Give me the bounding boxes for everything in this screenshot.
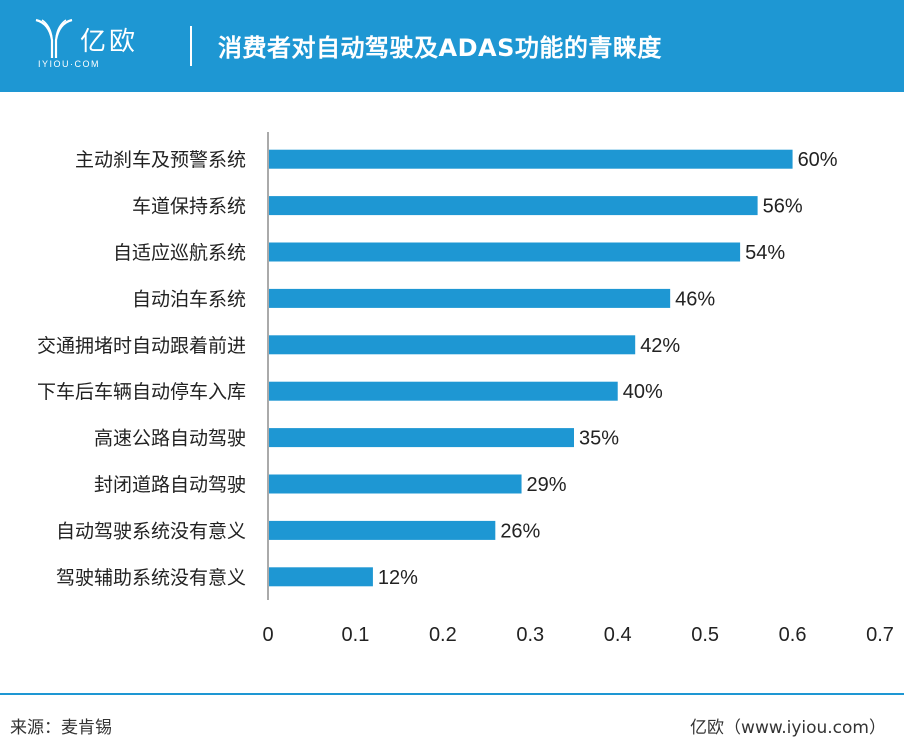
x-tick-label: 0.6 bbox=[779, 624, 807, 646]
x-tick-label: 0.3 bbox=[516, 624, 544, 646]
chart-title: 消费者对自动驾驶及ADAS功能的青睐度 bbox=[218, 34, 662, 62]
logo-text: 亿欧 bbox=[80, 27, 139, 57]
bar bbox=[269, 196, 758, 216]
data-label: 42% bbox=[640, 335, 680, 357]
bar bbox=[269, 242, 741, 262]
x-tick-label: 0.4 bbox=[604, 624, 632, 646]
category-label: 自适应巡航系统 bbox=[113, 242, 246, 264]
bar bbox=[269, 474, 522, 494]
source-text: 来源：麦肯锡 bbox=[10, 718, 112, 738]
data-label: 46% bbox=[675, 288, 715, 310]
bar bbox=[269, 288, 671, 308]
header-banner: 亿欧 IYIOU·COM 消费者对自动驾驶及ADAS功能的青睐度 bbox=[0, 0, 904, 92]
category-label: 车道保持系统 bbox=[132, 196, 246, 218]
category-label: 驾驶辅助系统没有意义 bbox=[56, 567, 246, 589]
category-label: 交通拥堵时自动跟着前进 bbox=[37, 335, 246, 357]
footer-divider bbox=[0, 693, 904, 695]
data-label: 29% bbox=[527, 474, 567, 496]
x-tick-label: 0.5 bbox=[691, 624, 719, 646]
data-label: 60% bbox=[798, 149, 838, 171]
bar bbox=[269, 381, 618, 401]
data-label: 26% bbox=[500, 520, 540, 542]
x-tick-label: 0.1 bbox=[342, 624, 370, 646]
logo: 亿欧 IYIOU·COM bbox=[34, 14, 164, 76]
data-label: 12% bbox=[378, 567, 418, 589]
data-label: 54% bbox=[745, 242, 785, 264]
bar bbox=[269, 335, 636, 355]
data-label: 40% bbox=[623, 381, 663, 403]
category-label: 自动泊车系统 bbox=[132, 288, 246, 310]
bar bbox=[269, 520, 496, 540]
bar bbox=[269, 149, 793, 169]
category-label: 封闭道路自动驾驶 bbox=[94, 474, 246, 496]
x-tick-label: 0.2 bbox=[429, 624, 457, 646]
x-tick-label: 0 bbox=[262, 624, 273, 646]
yiou-logo-icon bbox=[35, 18, 73, 58]
x-tick-label: 0.7 bbox=[866, 624, 894, 646]
category-label: 下车后车辆自动停车入库 bbox=[37, 381, 246, 403]
category-label: 主动刹车及预警系统 bbox=[75, 149, 246, 171]
credit-text: 亿欧（www.iyiou.com） bbox=[690, 718, 886, 738]
category-label: 自动驾驶系统没有意义 bbox=[56, 520, 246, 542]
header-divider bbox=[190, 26, 192, 66]
logo-subtext: IYIOU·COM bbox=[38, 59, 100, 69]
category-label: 高速公路自动驾驶 bbox=[94, 428, 246, 450]
bar bbox=[269, 428, 574, 448]
bar bbox=[269, 567, 373, 587]
data-label: 35% bbox=[579, 428, 619, 450]
bar-chart: 主动刹车及预警系统 60% 车道保持系统 56% 自适应巡航系统 54% 自动泊车系统 46%… bbox=[37, 132, 894, 646]
data-label: 56% bbox=[763, 196, 803, 218]
